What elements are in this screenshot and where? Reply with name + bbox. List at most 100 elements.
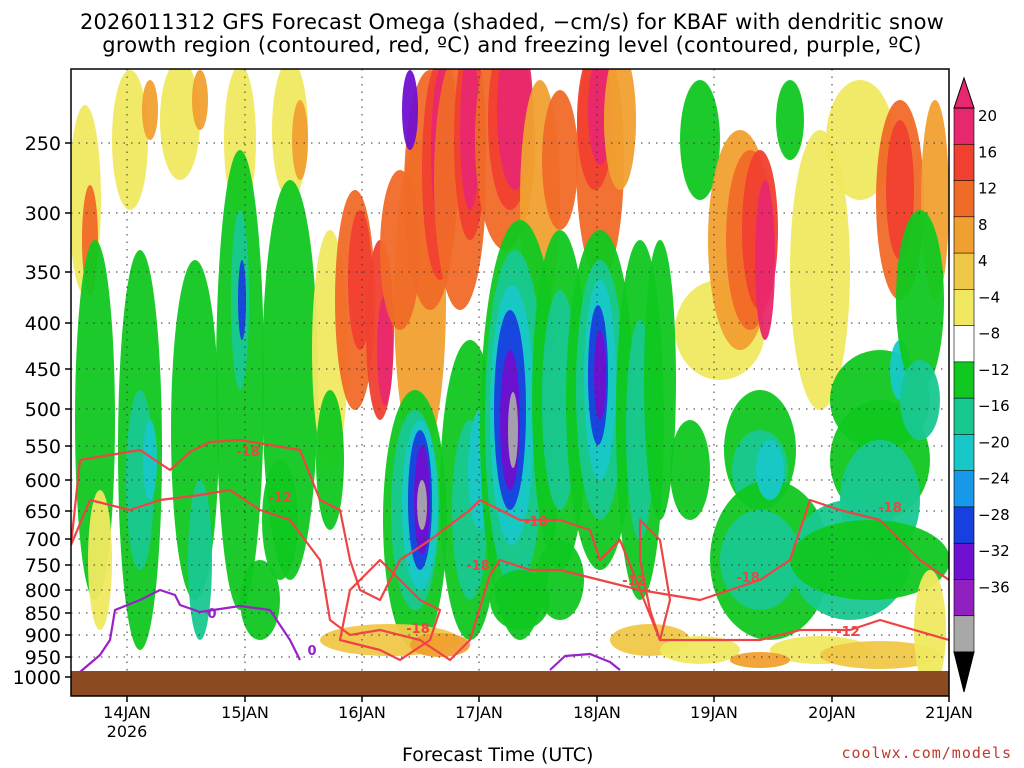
colorbar-swatch <box>953 180 975 218</box>
terrain-surface <box>71 671 949 696</box>
contour-lines <box>71 438 949 673</box>
x-tick-label: 17JAN <box>455 703 503 722</box>
colorbar-legend: 20 16 12 8 4 −4 −8 −12 −16 −20 −24 −28 −32 −36 <box>953 76 1010 693</box>
x-tick-label: 19JAN <box>690 703 738 722</box>
colorbar-label: −24 <box>978 470 1010 488</box>
colorbar-label: −4 <box>978 288 1000 306</box>
omega-blob <box>460 69 480 210</box>
colorbar-label: −36 <box>978 578 1010 596</box>
dgz-contour-minus12 <box>71 488 949 662</box>
omega-shaded-field <box>71 69 949 696</box>
omega-blob <box>192 70 208 130</box>
omega-blob <box>410 633 470 657</box>
omega-blob <box>402 70 418 150</box>
omega-blob <box>790 520 949 600</box>
x-tick-label: 15JAN <box>221 703 269 722</box>
omega-blob <box>756 440 784 500</box>
contour-label: -18 <box>878 501 902 516</box>
omega-blob <box>730 652 790 668</box>
contour-label: -18 <box>736 571 760 586</box>
omega-blob <box>594 330 606 420</box>
omega-blob <box>914 570 946 690</box>
colorbar-swatch <box>953 434 975 472</box>
omega-blob <box>776 80 804 160</box>
x-tick-label: 16JAN <box>338 703 386 722</box>
omega-blob <box>262 460 298 580</box>
y-tick-label: 400 <box>25 313 61 335</box>
contour-label: -18 <box>466 559 490 574</box>
colorbar-label: −8 <box>978 325 1000 343</box>
dgz-contour-minus18 <box>71 438 949 602</box>
chart-title-line-2: growth region (contoured, red, ºC) and f… <box>102 33 922 57</box>
y-tick-label: 450 <box>25 359 61 381</box>
omega-blob <box>755 180 775 340</box>
y-tick-label: 850 <box>25 603 61 625</box>
omega-blob <box>720 510 800 610</box>
omega-blob <box>900 360 940 440</box>
colorbar-swatch <box>953 107 975 146</box>
contour-label: -18 <box>406 622 430 637</box>
colorbar-label: −28 <box>978 506 1010 524</box>
omega-blob <box>790 130 850 410</box>
colorbar-swatch <box>953 397 975 436</box>
x-tick-label: 20JAN <box>808 703 856 722</box>
y-tick-label: 650 <box>25 501 61 523</box>
colorbar-label: −16 <box>978 397 1010 415</box>
contour-label: -18 <box>524 515 548 530</box>
omega-blob <box>380 170 420 330</box>
x-year-label: 2026 <box>107 722 148 741</box>
y-tick-label: 900 <box>25 625 61 647</box>
omega-blob <box>240 560 280 640</box>
contour-label: -12 <box>268 491 292 506</box>
y-tick-label: 700 <box>25 529 61 551</box>
omega-blob <box>604 69 636 190</box>
omega-blob <box>896 210 944 390</box>
colorbar-swatch <box>953 289 975 327</box>
colorbar-label: −12 <box>978 361 1010 379</box>
contour-label: -12 <box>836 625 860 640</box>
colorbar-swatch <box>953 252 975 291</box>
contour-labels: -18 -12 -18 -18 -12 -18 -18 -12 -18 0 0 <box>207 445 901 659</box>
omega-blob <box>680 80 720 200</box>
colorbar-swatch <box>953 143 975 182</box>
omega-blob <box>490 570 550 630</box>
colorbar-label: 12 <box>978 180 997 198</box>
colorbar-swatch <box>953 542 975 581</box>
omega-blob <box>670 420 710 520</box>
omega-blob <box>508 392 518 468</box>
x-tick-label: 21JAN <box>925 703 973 722</box>
y-tick-label: 350 <box>25 262 61 284</box>
colorbar-swatch <box>953 470 975 508</box>
y-tick-label: 300 <box>25 203 61 225</box>
colorbar-label: 16 <box>978 143 997 161</box>
colorbar-swatch <box>953 615 975 653</box>
colorbar-label: 8 <box>978 216 988 234</box>
contour-label: -18 <box>236 445 260 460</box>
colorbar-swatch <box>953 579 975 617</box>
omega-blob <box>292 100 308 180</box>
omega-blob <box>112 70 148 210</box>
y-tick-label: 550 <box>25 436 61 458</box>
colorbar-label: −20 <box>978 433 1010 451</box>
x-tick-label: 18JAN <box>573 703 621 722</box>
omega-blob <box>142 80 158 140</box>
colorbar-label: 4 <box>978 252 988 270</box>
omega-blob <box>316 390 344 530</box>
contour-label: -12 <box>622 574 646 589</box>
colorbar-swatch <box>953 216 975 254</box>
colorbar-label: 20 <box>978 107 997 125</box>
x-axis-title: Forecast Time (UTC) <box>402 744 594 766</box>
colorbar-bottom-arrow <box>953 651 975 693</box>
colorbar-swatch <box>953 506 975 544</box>
colorbar-swatch <box>953 325 975 363</box>
omega-blob <box>188 480 212 640</box>
omega-blob <box>820 641 940 669</box>
y-tick-label: 950 <box>25 647 61 669</box>
y-tick-label: 600 <box>25 470 61 492</box>
y-tick-label: 800 <box>25 580 61 602</box>
omega-blob <box>160 69 200 180</box>
contour-label: 0 <box>207 607 216 622</box>
credit-link[interactable]: coolwx.com/models <box>841 744 1012 762</box>
y-tick-label: 1000 <box>13 667 61 689</box>
